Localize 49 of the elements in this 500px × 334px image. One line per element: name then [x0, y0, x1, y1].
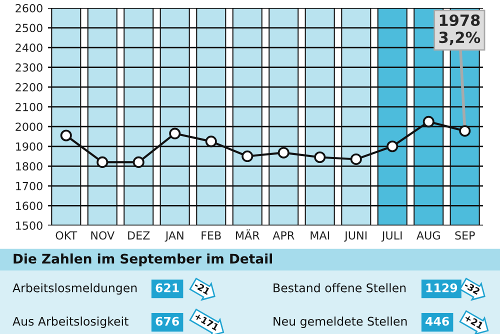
- y-tick-label: 2200: [16, 83, 42, 92]
- text: 446: [426, 316, 450, 326]
- text: +21: [464, 314, 484, 330]
- y-tick-label: 1900: [16, 142, 42, 151]
- point: [205, 136, 217, 148]
- text: Aus Arbeitslosigkeit: [12, 316, 128, 328]
- point: [60, 130, 72, 142]
- x-tick-label: JULI: [381, 231, 402, 242]
- point: [386, 140, 398, 152]
- point: [350, 153, 362, 165]
- point: [314, 151, 326, 164]
- x-tick-label: JUNI: [344, 231, 367, 242]
- point: [132, 156, 144, 168]
- text: 1129: [426, 283, 458, 292]
- x-tick-label: JAN: [164, 231, 184, 242]
- text: -21: [194, 281, 210, 295]
- x-tick-label: DEZ: [128, 231, 150, 240]
- text: Neu gemeldete Stellen: [274, 316, 407, 328]
- x-tick-label: APR: [272, 231, 294, 240]
- y-tick-label: 2300: [16, 63, 42, 72]
- y-tick-label: 2500: [16, 24, 42, 32]
- point: [242, 150, 254, 162]
- y-tick-label: 2400: [16, 44, 42, 52]
- x-tick-label: NOV: [91, 231, 115, 240]
- y-tick-label: 2100: [16, 102, 42, 112]
- point: [422, 116, 434, 128]
- x-tick-label: FEB: [202, 231, 221, 240]
- x-tick-label: AUG: [416, 231, 440, 240]
- x-tick-label: MAI: [310, 231, 330, 240]
- text: Bestand offene Stellen: [274, 283, 406, 292]
- y-tick-label: 2600: [16, 4, 42, 12]
- x-tick-label: OKT: [56, 231, 78, 240]
- y-tick-label: 2000: [16, 122, 42, 131]
- x-tick-label: MÄR: [236, 229, 260, 240]
- text: Arbeitslosmeldungen: [12, 283, 137, 295]
- y-tick-label: 1800: [16, 162, 42, 171]
- point: [169, 128, 181, 140]
- x-tick-label: SEP: [455, 231, 475, 240]
- text: 676: [156, 316, 180, 326]
- annotation: 1978 3,2%: [439, 14, 480, 46]
- point: [96, 156, 108, 168]
- y-tick-label: 1700: [16, 182, 42, 190]
- y-tick-label: 1500: [16, 221, 42, 230]
- text: Die Zahlen im September im Detail: [14, 253, 272, 266]
- y-tick-label: 1600: [16, 202, 42, 210]
- text: 621: [156, 283, 179, 292]
- text: -32: [464, 281, 480, 295]
- point: [278, 146, 290, 158]
- point: [459, 125, 471, 137]
